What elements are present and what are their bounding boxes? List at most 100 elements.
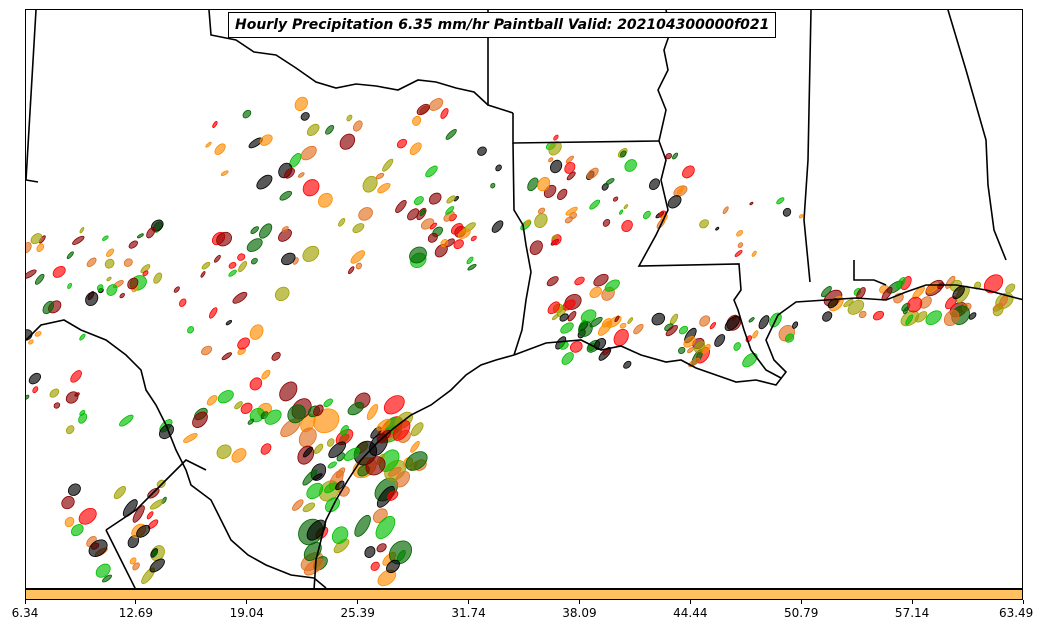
precip-blob bbox=[34, 273, 45, 285]
precip-blob bbox=[612, 196, 619, 202]
precip-blob bbox=[565, 155, 574, 164]
precip-blob bbox=[66, 251, 74, 260]
precip-blob bbox=[256, 174, 273, 190]
precip-blob bbox=[250, 226, 259, 234]
colorbar-tick bbox=[800, 600, 802, 604]
precip-blob bbox=[228, 269, 237, 277]
precip-blob bbox=[34, 331, 42, 337]
precip-blob bbox=[376, 543, 387, 553]
precip-blob bbox=[529, 240, 543, 256]
precip-blob bbox=[178, 298, 187, 307]
precip-blob bbox=[237, 253, 246, 261]
precip-blob bbox=[375, 515, 396, 540]
precip-blob bbox=[347, 401, 365, 416]
precip-blob bbox=[425, 165, 438, 178]
precip-blob bbox=[822, 311, 833, 322]
precip-blob bbox=[714, 334, 726, 347]
al-ga-border bbox=[947, 10, 1007, 261]
precip-blob bbox=[409, 246, 427, 264]
precip-blob bbox=[1005, 283, 1016, 294]
precip-blob bbox=[232, 291, 248, 304]
precip-blob bbox=[686, 346, 695, 354]
precip-blob bbox=[798, 214, 804, 219]
precip-blob bbox=[564, 216, 574, 224]
precip-blob bbox=[651, 312, 666, 326]
precip-blob bbox=[313, 404, 324, 417]
colorbar-tick-label: 50.79 bbox=[784, 606, 819, 620]
precip-blob bbox=[906, 296, 923, 313]
precip-blob bbox=[566, 171, 576, 181]
precip-blob bbox=[242, 109, 252, 119]
precip-blob bbox=[678, 325, 689, 335]
precip-blob bbox=[300, 112, 310, 121]
precip-blob bbox=[896, 276, 906, 289]
fl-border bbox=[853, 260, 887, 286]
precip-blob bbox=[983, 274, 1004, 294]
precip-blob bbox=[249, 377, 263, 391]
precip-blob bbox=[394, 470, 411, 488]
precip-blob bbox=[72, 235, 85, 245]
precip-blob bbox=[665, 152, 672, 160]
colorbar-tick bbox=[578, 600, 580, 604]
precip-blob bbox=[26, 269, 37, 279]
precip-blob bbox=[905, 314, 914, 326]
precip-blob bbox=[370, 561, 380, 571]
gulf-coast bbox=[313, 354, 515, 588]
colorbar-tick bbox=[689, 600, 691, 604]
precip-blob bbox=[119, 292, 125, 299]
precip-blob bbox=[213, 254, 221, 263]
precip-blob bbox=[758, 315, 770, 330]
precip-blob bbox=[52, 266, 66, 278]
precip-blob bbox=[376, 418, 391, 431]
precip-blob bbox=[362, 175, 378, 193]
precip-blob bbox=[96, 284, 104, 292]
precip-blob bbox=[228, 261, 237, 269]
precip-blob bbox=[214, 143, 226, 155]
precip-blob bbox=[225, 319, 232, 326]
precip-blob bbox=[586, 167, 599, 180]
precip-blob bbox=[208, 307, 218, 319]
precip-blob bbox=[593, 273, 609, 287]
precip-blob bbox=[128, 240, 138, 249]
precip-blob bbox=[137, 233, 144, 239]
precip-blob bbox=[327, 461, 337, 469]
colorbar-tick bbox=[911, 600, 913, 604]
precip-blob bbox=[688, 357, 700, 368]
precip-blob bbox=[328, 441, 347, 459]
precip-blob bbox=[597, 320, 613, 336]
precip-blob bbox=[220, 170, 229, 176]
precip-blob bbox=[678, 346, 686, 354]
map-canvas bbox=[26, 10, 1022, 588]
precip-blob bbox=[70, 370, 82, 383]
precip-blob bbox=[306, 519, 326, 541]
precip-blob bbox=[559, 341, 569, 350]
precip-blob bbox=[250, 257, 258, 265]
precip-blob bbox=[440, 108, 449, 119]
precip-blob bbox=[365, 456, 386, 476]
precip-blob bbox=[88, 539, 108, 557]
precip-blob bbox=[699, 315, 711, 327]
ms-al-border bbox=[803, 10, 812, 283]
precip-blob bbox=[32, 386, 39, 394]
precip-blob bbox=[67, 282, 73, 289]
precip-blob bbox=[65, 391, 79, 404]
precip-blob bbox=[672, 152, 679, 160]
precip-blob bbox=[247, 418, 255, 425]
precip-blob bbox=[412, 115, 422, 126]
precip-blob bbox=[323, 398, 333, 408]
precip-blob bbox=[429, 222, 438, 230]
precip-blob bbox=[343, 447, 360, 461]
precip-blob bbox=[298, 427, 317, 448]
precip-blob bbox=[742, 352, 758, 368]
precip-blob bbox=[547, 301, 560, 315]
colorbar-tick bbox=[468, 600, 470, 604]
precip-blob bbox=[183, 433, 198, 443]
precip-blob bbox=[751, 250, 757, 257]
precip-blob bbox=[613, 328, 629, 347]
precip-blob bbox=[350, 250, 366, 264]
precip-blob bbox=[79, 226, 85, 234]
precip-blob bbox=[36, 243, 45, 252]
colorbar-tick-label: 57.14 bbox=[894, 606, 930, 620]
precip-blob bbox=[569, 341, 583, 353]
precip-blob bbox=[231, 448, 247, 463]
